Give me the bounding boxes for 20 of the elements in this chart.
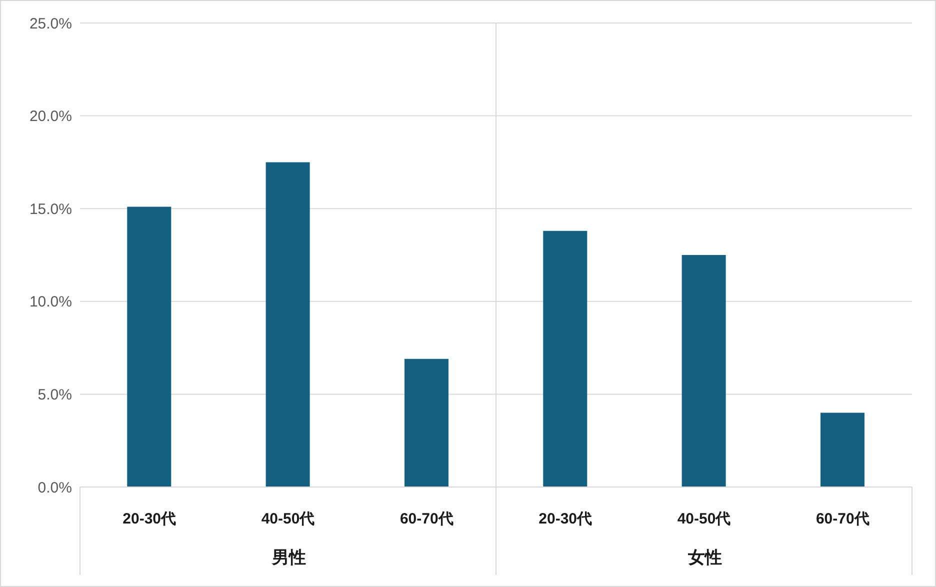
bar (682, 255, 726, 487)
y-tick-label: 5.0% (38, 386, 72, 404)
y-tick-label: 0.0% (38, 479, 72, 496)
y-tick-label: 10.0% (29, 294, 72, 311)
y-tick-label: 20.0% (29, 108, 72, 126)
y-tick-label: 25.0% (29, 15, 72, 32)
text: 女性 (687, 547, 723, 569)
bar (266, 162, 310, 487)
bar (820, 412, 864, 487)
x-tick-label: 60-70代 (816, 510, 870, 528)
x-tick-label: 20-30代 (538, 510, 592, 528)
bar (127, 206, 172, 487)
x-tick-label: 40-50代 (677, 510, 731, 528)
x-tick-label: 60-70代 (400, 510, 454, 528)
y-tick-label: 15.0% (29, 200, 72, 218)
x-tick-label: 20-30代 (122, 510, 176, 528)
bar (404, 358, 448, 487)
text: 男性 (270, 547, 307, 569)
bar (543, 230, 588, 487)
x-tick-label: 40-50代 (261, 510, 315, 528)
